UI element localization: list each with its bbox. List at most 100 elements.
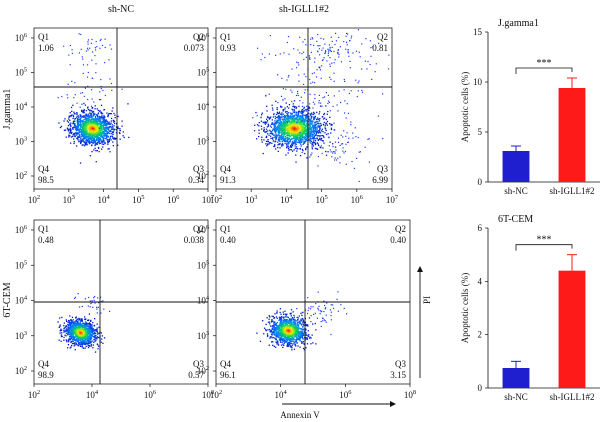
jgamma1-sh-igll1-dot bbox=[280, 134, 283, 137]
jgamma1-sh-nc-dot bbox=[121, 120, 123, 122]
jgamma1-sh-nc-dot bbox=[105, 128, 107, 130]
jgamma1-sh-igll1-dot bbox=[303, 51, 305, 53]
jgamma1-sh-nc-dot bbox=[112, 145, 114, 147]
jgamma1-sh-nc-dot bbox=[82, 112, 84, 114]
6tcem-sh-nc-dot bbox=[97, 344, 99, 346]
jgamma1-sh-igll1-dot bbox=[271, 142, 273, 144]
jgamma1-sh-nc-dot bbox=[82, 58, 84, 60]
jgamma1-sh-nc-dot bbox=[80, 134, 83, 136]
jgamma1-sh-nc-dot bbox=[82, 136, 84, 138]
jgamma1-sh-igll1-dot bbox=[305, 44, 307, 46]
jgamma1-sh-igll1-dot bbox=[306, 132, 309, 134]
jgamma1-sh-nc-dot bbox=[101, 136, 103, 138]
jgamma1-sh-igll1-dot bbox=[370, 55, 372, 57]
jgamma1-sh-igll1-dot bbox=[331, 156, 333, 158]
jgamma1-sh-igll1-dot bbox=[309, 123, 311, 125]
jgamma1-sh-nc-dot bbox=[87, 106, 89, 108]
jgamma1-sh-nc-dot bbox=[104, 94, 106, 97]
jgamma1-sh-igll1-dot bbox=[303, 132, 305, 135]
6tcem-sh-nc-dot bbox=[83, 333, 85, 335]
jgamma1-sh-nc-dot bbox=[68, 54, 70, 56]
jgamma1-sh-igll1-dot bbox=[302, 117, 304, 119]
6tcem-sh-nc-dot bbox=[80, 325, 83, 327]
jgamma1-sh-igll1-dot bbox=[267, 116, 269, 118]
jgamma1-sh-nc-dot bbox=[114, 122, 116, 125]
jgamma1-sh-igll1-dot bbox=[294, 118, 296, 120]
jgamma1-sh-igll1-dot bbox=[299, 155, 302, 157]
6tcem-sh-nc-quadrant-value: 0.57 bbox=[188, 370, 204, 380]
jgamma1-sh-igll1-dot bbox=[300, 140, 302, 142]
jgamma1-sh-nc-dot bbox=[75, 145, 78, 147]
jgamma1-sh-igll1-dot bbox=[295, 111, 297, 113]
jgamma1-sh-igll1-dot bbox=[300, 145, 302, 147]
jgamma1-sh-nc-dot bbox=[89, 118, 91, 120]
jgamma1-sh-igll1-dot bbox=[314, 121, 317, 123]
jgamma1-sh-igll1-dot bbox=[350, 37, 352, 39]
jgamma1-sh-nc-dot bbox=[81, 126, 83, 128]
jgamma1-sh-igll1-dot bbox=[277, 139, 280, 141]
jgamma1-sh-igll1-dot bbox=[305, 117, 308, 119]
jgamma1-sh-nc-dot bbox=[101, 131, 104, 133]
jgamma1-sh-nc-dot bbox=[104, 62, 106, 64]
jgamma1-sh-nc-dot bbox=[63, 45, 65, 47]
jgamma1-sh-igll1-dot bbox=[292, 128, 294, 130]
jgamma1-sh-igll1-dot bbox=[295, 114, 297, 116]
jgamma1-sh-igll1-dot bbox=[305, 140, 307, 142]
jgamma1-sh-igll1-dot bbox=[289, 115, 291, 118]
jgamma1-sh-nc-dot bbox=[99, 119, 101, 121]
jgamma1-sh-nc-quadrant-name: Q2 bbox=[193, 32, 204, 42]
jgamma1-sh-igll1-dot bbox=[316, 135, 319, 137]
jgamma1-sh-nc-dot bbox=[84, 122, 86, 124]
jgamma1-sh-igll1-dot bbox=[310, 123, 312, 125]
jgamma1-sh-igll1-dot bbox=[294, 137, 296, 139]
jgamma1-sh-igll1-dot bbox=[313, 61, 316, 63]
jgamma1-sh-nc-dot bbox=[109, 125, 111, 127]
6tcem-sh-nc-dot bbox=[94, 331, 96, 333]
jgamma1-sh-nc-dot bbox=[99, 127, 101, 129]
6tcem-sh-nc-dot bbox=[70, 322, 72, 325]
6tcem-sh-nc-dot bbox=[79, 335, 81, 337]
jgamma1-sh-nc-dot bbox=[96, 139, 98, 142]
jgamma1-sh-igll1-dot bbox=[258, 122, 260, 124]
jgamma1-sh-igll1-dot bbox=[328, 51, 330, 53]
jgamma1-sh-igll1-dot bbox=[270, 123, 273, 125]
jgamma1-sh-nc-dot bbox=[88, 139, 90, 141]
6tcem-sh-nc-dot bbox=[59, 332, 61, 334]
jgamma1-sh-nc-dot bbox=[80, 141, 82, 143]
jgamma1-sh-nc-dot bbox=[70, 132, 73, 135]
jgamma1-sh-igll1-dot bbox=[375, 63, 377, 65]
jgamma1-sh-nc-dot bbox=[78, 124, 80, 126]
jgamma1-sh-igll1-dot bbox=[320, 145, 323, 147]
jgamma1-sh-nc-dot bbox=[103, 135, 105, 137]
jgamma1-sh-nc-dot bbox=[76, 115, 78, 117]
jgamma1-sh-igll1-dot bbox=[365, 38, 367, 40]
6tcem-sh-nc-dot bbox=[72, 322, 74, 324]
jgamma1-sh-igll1-dot bbox=[337, 157, 339, 159]
jgamma1-sh-igll1-dot bbox=[291, 100, 293, 103]
jgamma1-sh-nc-dot bbox=[93, 114, 95, 116]
jgamma1-sh-igll1-dot bbox=[313, 44, 315, 46]
6tcem-sh-nc-dot bbox=[98, 345, 100, 347]
jgamma1-sh-igll1-dot bbox=[287, 133, 289, 135]
jgamma1-sh-igll1-dot bbox=[306, 122, 308, 125]
jgamma1-sh-igll1-dot bbox=[281, 133, 283, 136]
jgamma1-sh-nc-dot bbox=[107, 123, 110, 125]
jgamma1-sh-nc-dot bbox=[90, 141, 92, 143]
6tcem-sh-nc-dot bbox=[82, 342, 84, 344]
jgamma1-sh-igll1-dot bbox=[288, 53, 290, 55]
jgamma1-sh-nc-dot bbox=[110, 130, 112, 132]
jgamma1-sh-nc-dot bbox=[98, 115, 100, 117]
jgamma1-sh-nc-dot bbox=[83, 132, 85, 134]
jgamma1-sh-nc-dot bbox=[119, 129, 121, 132]
jgamma1-sh-igll1-dot bbox=[304, 134, 307, 137]
jgamma1-sh-nc-dot bbox=[104, 125, 106, 127]
jgamma1-sh-igll1-dot bbox=[274, 126, 276, 128]
6tcem-sh-nc-dot bbox=[70, 341, 72, 343]
jgamma1-sh-igll1-dot bbox=[281, 117, 283, 119]
jgamma1-sh-nc-dot bbox=[93, 101, 95, 103]
jgamma1-sh-igll1-dot bbox=[260, 120, 262, 122]
jgamma1-sh-igll1-dot bbox=[266, 121, 268, 123]
jgamma1-sh-nc-dot bbox=[86, 128, 88, 130]
jgamma1-sh-igll1-dot bbox=[309, 135, 311, 137]
jgamma1-sh-nc-dots bbox=[57, 33, 130, 164]
